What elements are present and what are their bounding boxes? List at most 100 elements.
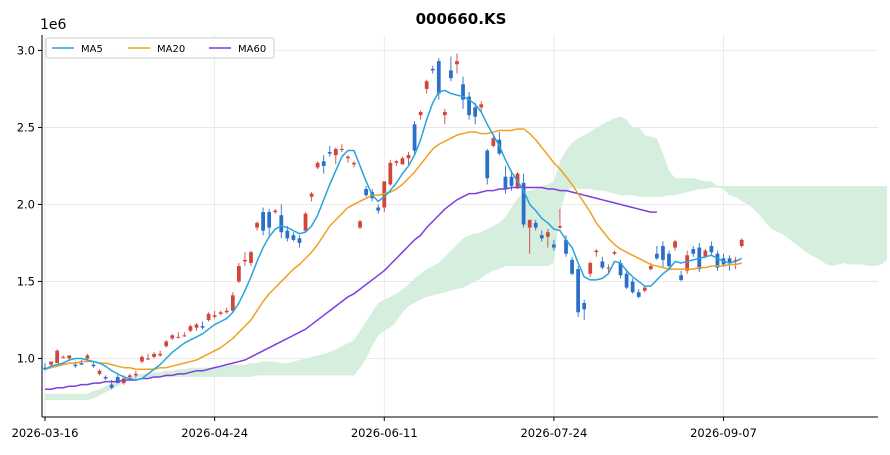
candle-body [424, 81, 429, 89]
candle-body [442, 112, 447, 116]
candle-body [552, 244, 556, 248]
candle-body [406, 155, 411, 159]
candle-body [739, 239, 744, 247]
candle-body [273, 210, 278, 213]
candle-body [388, 162, 393, 185]
candle-body [491, 138, 496, 146]
y-tick-label: 2.0 [17, 197, 35, 211]
candle-body [570, 259, 574, 274]
candle-body [667, 253, 671, 267]
candle-body [170, 335, 175, 339]
candle-body [152, 353, 156, 357]
candle-body [327, 152, 332, 154]
x-tick-label: 2026-03-16 [12, 426, 79, 440]
candle-body [285, 230, 290, 239]
candle-body [97, 370, 102, 374]
x-tick-label: 2026-06-11 [351, 426, 418, 440]
ichimoku-cloud-layer [45, 116, 888, 401]
candle-body [224, 310, 229, 313]
candle-body [237, 266, 241, 282]
candle-body [73, 364, 78, 367]
candle-body [109, 384, 114, 388]
legend-label-ma20: MA20 [157, 44, 185, 55]
candle-body [600, 261, 605, 268]
candle-body [685, 255, 690, 271]
moving-average-layer [44, 89, 743, 391]
candle-body [182, 335, 187, 337]
candle-body [418, 112, 423, 116]
candle-body [479, 104, 484, 108]
candle-body [309, 193, 314, 197]
x-tick-label: 2026-07-24 [520, 426, 587, 440]
candle-body [358, 221, 362, 228]
candle-body [679, 275, 683, 280]
axes-layer: 1.0 1.5 2.0 2.5 3.0 2026-03-16 2026-04-24 2026-… [12, 35, 878, 440]
candle-body [539, 235, 544, 239]
candle-body [582, 303, 587, 310]
candle-body [642, 287, 647, 291]
candle-body [194, 324, 199, 328]
candle-body [624, 273, 629, 288]
candle-body [134, 373, 138, 376]
candle-body [255, 222, 259, 228]
candle-body [218, 312, 223, 314]
candle-body [200, 326, 205, 328]
candle-body [339, 148, 344, 150]
candle-body [140, 356, 144, 362]
candle-body [206, 313, 211, 320]
candle-body [230, 295, 235, 311]
candle-body [473, 107, 478, 117]
candle-body [430, 68, 435, 71]
candle-body [503, 176, 508, 190]
candle-body [249, 252, 253, 263]
candle-body [297, 238, 302, 243]
candle-body [509, 176, 514, 186]
candle-body [127, 375, 132, 377]
candle-body [352, 162, 356, 165]
candle-body [91, 364, 96, 367]
candle-body [412, 124, 417, 151]
y-tick-label: 3.0 [17, 43, 35, 57]
candle-body [648, 266, 653, 270]
legend-items: MA5 MA20 MA60 [52, 44, 266, 55]
legend: MA5 MA20 MA60 [45, 37, 275, 59]
candles-layer [43, 53, 744, 390]
candle-body [346, 156, 350, 159]
candle-body [691, 249, 696, 254]
candle-body [146, 358, 150, 360]
candle-body [49, 361, 53, 365]
candle-body [527, 219, 532, 228]
candle-body [364, 189, 368, 196]
candle-body [558, 226, 562, 228]
candle-body [176, 336, 181, 338]
candle-body [79, 363, 84, 365]
candle-body [467, 96, 471, 116]
chart-title: 000660.KS [416, 10, 507, 28]
ma60-line [45, 186, 657, 391]
candle-body [588, 262, 593, 274]
candle-body [636, 292, 641, 297]
y-tick-label: 2.5 [17, 120, 35, 134]
candle-body [267, 212, 272, 228]
ichimoku-cloud-bullish [45, 116, 888, 401]
candle-body [67, 355, 72, 359]
candle-body [400, 158, 405, 165]
candle-body [321, 161, 326, 166]
candle-body [533, 222, 538, 228]
candle-body [303, 213, 308, 231]
candle-body [158, 353, 163, 356]
candle-body [279, 215, 284, 233]
candle-body [85, 355, 90, 359]
candle-body [618, 262, 623, 276]
candle-body [376, 207, 381, 211]
legend-frame [45, 37, 275, 59]
y-tick-label: 1.5 [17, 274, 35, 288]
y-axis-multiplier-label: 1e6 [40, 17, 67, 33]
candle-body [436, 61, 441, 94]
candle-body [61, 356, 66, 358]
candle-body [55, 350, 60, 364]
candle-body [115, 376, 120, 384]
candle-body [564, 239, 568, 254]
